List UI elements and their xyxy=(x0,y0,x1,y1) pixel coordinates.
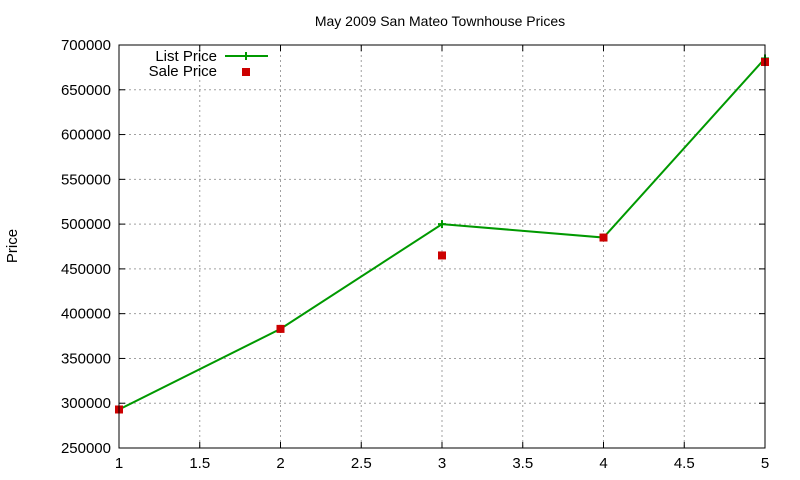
list-price-point xyxy=(438,220,446,229)
y-tick-label: 350000 xyxy=(61,350,111,367)
grid-layer xyxy=(119,45,765,448)
sale-price-point xyxy=(438,251,446,260)
y-tick-label: 250000 xyxy=(61,440,111,457)
y-tick-label: 300000 xyxy=(61,395,111,412)
y-tick-label: 650000 xyxy=(61,82,111,99)
x-tick-label: 4.5 xyxy=(674,455,695,472)
x-tick-label: 3 xyxy=(438,455,446,472)
x-tick-label: 2 xyxy=(276,455,284,472)
x-tick-label: 1.5 xyxy=(189,455,210,472)
y-tick-label: 400000 xyxy=(61,306,111,323)
tick-layer: 1 1.5 2 2.5 3 3.5 4 4.5 5 250000 300000 350000 40000… xyxy=(61,37,769,472)
y-tick-label: 550000 xyxy=(61,171,111,188)
sale-price-point xyxy=(599,233,608,242)
y-tick-label: 700000 xyxy=(61,37,111,54)
legend-label-sale-price: Sale Price xyxy=(149,63,217,80)
x-tick-label: 1 xyxy=(115,455,123,472)
x-tick-label: 4 xyxy=(599,455,607,472)
x-tick-label: 3.5 xyxy=(512,455,533,472)
chart-title: May 2009 San Mateo Townhouse Prices xyxy=(315,13,565,29)
legend-swatch-sale-price xyxy=(242,68,250,76)
y-tick-label: 450000 xyxy=(61,261,111,278)
x-tick-label: 2.5 xyxy=(351,455,372,472)
sale-price-point xyxy=(276,324,285,333)
y-tick-label: 600000 xyxy=(61,127,111,144)
x-tick-label: 5 xyxy=(761,455,769,472)
series-layer xyxy=(115,54,769,414)
legend-label-list-price: List Price xyxy=(155,48,217,65)
y-axis-label: Price xyxy=(4,229,21,263)
y-tick-label: 500000 xyxy=(61,216,111,233)
